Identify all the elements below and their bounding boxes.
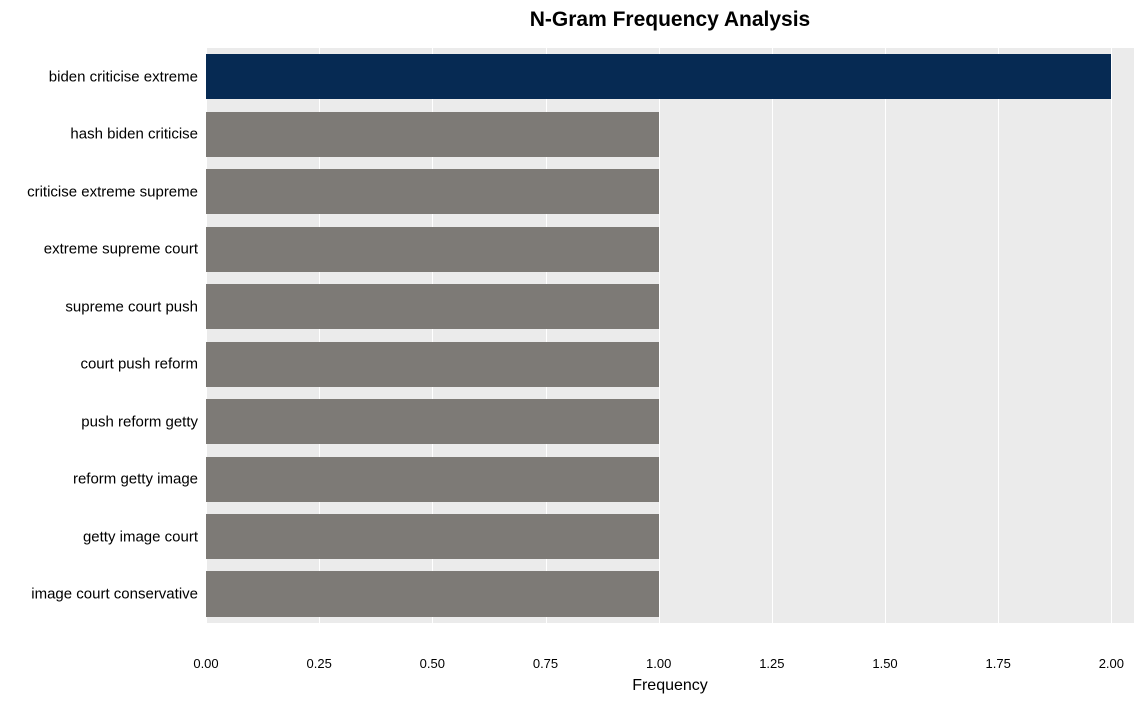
bar-row: [206, 221, 1134, 278]
bar: [206, 227, 659, 272]
x-tick-label: 0.75: [533, 656, 558, 671]
gridline: [1111, 36, 1112, 638]
x-axis-label: Frequency: [206, 677, 1134, 695]
y-tick-label: push reform getty: [0, 413, 198, 430]
gridline: [659, 36, 660, 638]
y-tick-label: hash biden criticise: [0, 126, 198, 143]
bar: [206, 571, 659, 616]
bar: [206, 169, 659, 214]
bar-row: [206, 450, 1134, 507]
x-tick-label: 1.25: [759, 656, 784, 671]
y-tick-label: getty image court: [0, 528, 198, 545]
bar-row: [206, 393, 1134, 450]
x-tick-label: 0.00: [193, 656, 218, 671]
x-tick-label: 1.50: [872, 656, 897, 671]
bar-row: [206, 163, 1134, 220]
plot-area: [206, 36, 1134, 638]
y-tick-label: biden criticise extreme: [0, 68, 198, 85]
bar: [206, 399, 659, 444]
y-tick-label: image court conservative: [0, 586, 198, 603]
y-tick-label: reform getty image: [0, 471, 198, 488]
bar-row: [206, 335, 1134, 392]
bar: [206, 54, 1111, 99]
bar-row: [206, 508, 1134, 565]
bar: [206, 514, 659, 559]
bar: [206, 284, 659, 329]
bar-row: [206, 106, 1134, 163]
x-tick-label: 2.00: [1099, 656, 1124, 671]
bar: [206, 457, 659, 502]
x-tick-label: 1.00: [646, 656, 671, 671]
bar-row: [206, 278, 1134, 335]
bar-row: [206, 48, 1134, 105]
x-tick-label: 0.25: [307, 656, 332, 671]
y-tick-label: extreme supreme court: [0, 241, 198, 258]
y-tick-label: criticise extreme supreme: [0, 183, 198, 200]
ngram-frequency-chart: N-Gram Frequency Analysis biden criticis…: [0, 0, 1144, 701]
chart-title: N-Gram Frequency Analysis: [206, 8, 1134, 32]
gridline: [772, 36, 773, 638]
x-tick-label: 1.75: [986, 656, 1011, 671]
bar: [206, 112, 659, 157]
y-tick-label: court push reform: [0, 356, 198, 373]
bar: [206, 342, 659, 387]
gridline: [885, 36, 886, 638]
y-tick-label: supreme court push: [0, 298, 198, 315]
gridline: [998, 36, 999, 638]
x-tick-label: 0.50: [420, 656, 445, 671]
plot-background: [206, 36, 1134, 638]
bar-row: [206, 565, 1134, 622]
